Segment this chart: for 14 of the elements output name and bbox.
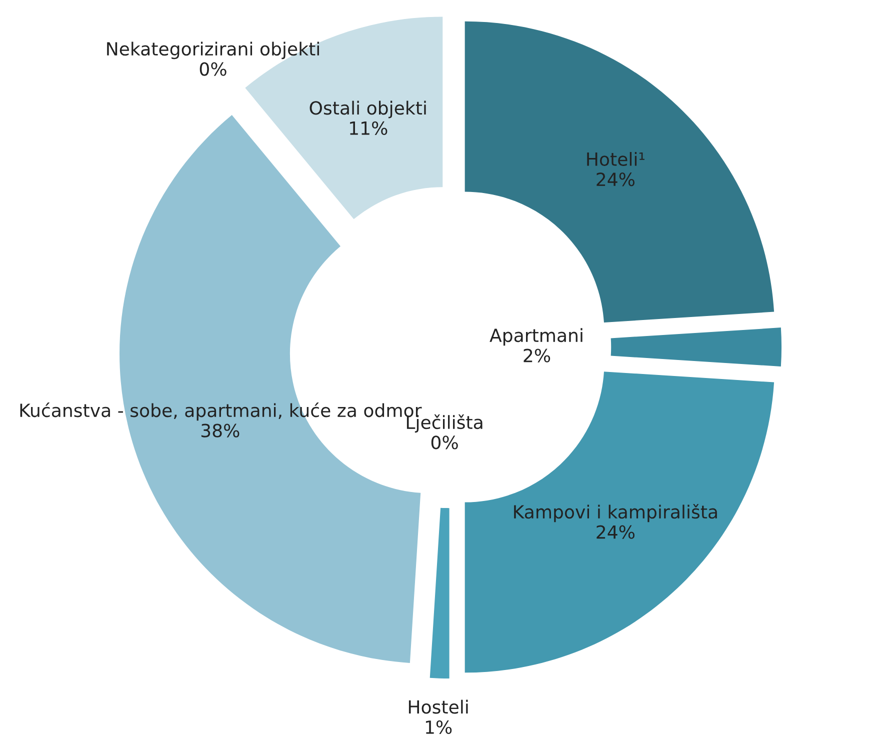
data-label: 2%: [524, 348, 550, 362]
data-label: 11%: [350, 121, 388, 135]
data-label: 24%: [596, 525, 634, 539]
data-label: 24%: [596, 172, 634, 186]
text: 0%: [431, 436, 458, 450]
text: 0%: [200, 62, 226, 76]
slice-label: Hosteli: [408, 700, 468, 714]
slice-label: Kampovi i kampirališta: [514, 504, 717, 522]
category-label: Nekategorizirani objekti: [107, 42, 319, 60]
slice-label: Ostali objekti: [310, 100, 426, 118]
data-label: 1%: [426, 720, 452, 734]
data-label: 38%: [201, 424, 240, 438]
slice-label: Hoteli¹: [587, 152, 644, 166]
slice-label: Apartmani: [490, 328, 582, 346]
